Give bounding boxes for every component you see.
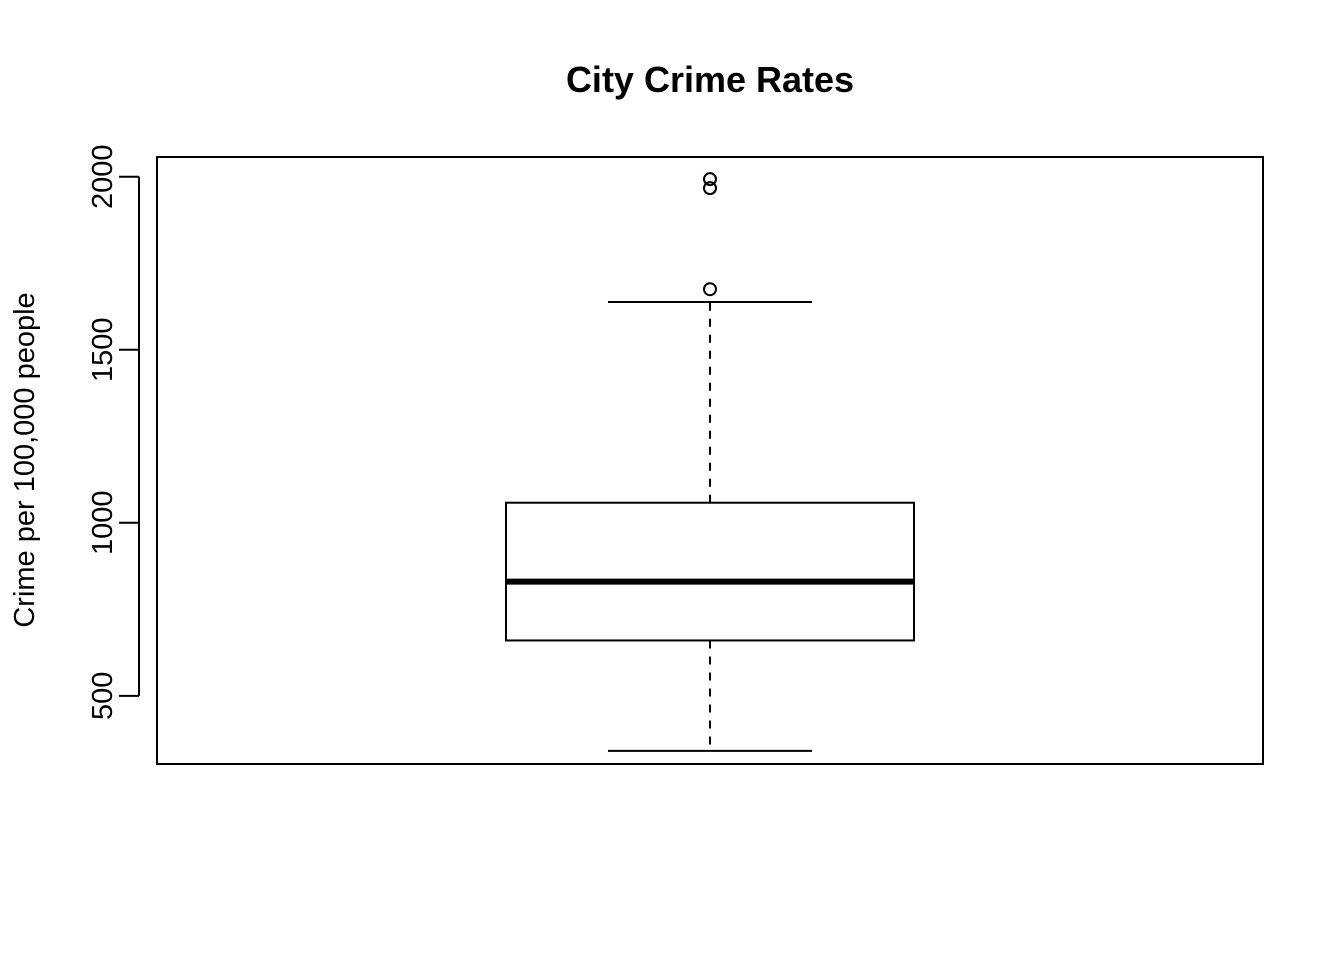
y-tick-label: 500 (87, 672, 119, 720)
y-axis-label: Crime per 100,000 people (9, 292, 41, 627)
y-axis: 500 1000 1500 2000 (87, 144, 140, 720)
y-tick-label: 2000 (87, 144, 119, 209)
y-tick-label: 1500 (87, 318, 119, 383)
y-tick-label: 1000 (87, 491, 119, 556)
plot-frame (156, 156, 1264, 765)
box-marks (505, 172, 915, 752)
outlier-point (703, 172, 717, 187)
chart-title: City Crime Rates (566, 59, 854, 100)
outlier-point (703, 181, 717, 196)
iqr-box (505, 501, 915, 642)
outlier-point (703, 282, 717, 297)
